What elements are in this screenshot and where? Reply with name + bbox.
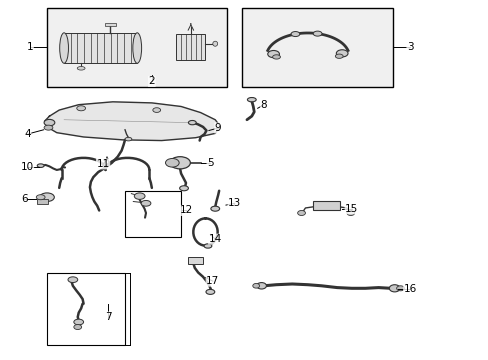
Ellipse shape (267, 50, 279, 58)
Ellipse shape (37, 164, 44, 167)
Bar (188, 257, 203, 264)
Ellipse shape (205, 289, 214, 294)
Ellipse shape (212, 41, 217, 46)
Bar (176, 35, 205, 60)
Text: 16: 16 (403, 284, 416, 294)
Text: 8: 8 (260, 100, 267, 110)
Text: 11: 11 (96, 159, 109, 169)
Ellipse shape (188, 121, 196, 125)
Polygon shape (44, 102, 220, 140)
Ellipse shape (125, 137, 132, 141)
Bar (37, 199, 48, 204)
Text: 5: 5 (206, 158, 213, 168)
Bar (47, 273, 125, 345)
Text: 17: 17 (206, 276, 219, 286)
Ellipse shape (141, 201, 151, 206)
Ellipse shape (153, 108, 160, 112)
Ellipse shape (252, 283, 259, 288)
Text: 15: 15 (345, 204, 358, 214)
Ellipse shape (169, 157, 190, 169)
Ellipse shape (74, 324, 81, 329)
Ellipse shape (336, 50, 347, 57)
Ellipse shape (290, 32, 299, 37)
Ellipse shape (346, 211, 354, 216)
Bar (47, 8, 227, 87)
Ellipse shape (335, 54, 343, 58)
Text: 2: 2 (148, 76, 155, 86)
Text: 6: 6 (21, 194, 27, 204)
Text: 10: 10 (20, 162, 34, 172)
Ellipse shape (388, 285, 399, 292)
Ellipse shape (68, 277, 78, 283)
Text: 9: 9 (214, 123, 221, 133)
Ellipse shape (74, 319, 83, 325)
Ellipse shape (77, 106, 85, 111)
Text: 14: 14 (208, 234, 222, 244)
Ellipse shape (247, 98, 256, 102)
Bar (125, 191, 181, 237)
Ellipse shape (165, 158, 179, 167)
Ellipse shape (313, 31, 321, 36)
Ellipse shape (297, 211, 305, 216)
Text: 1: 1 (26, 42, 33, 52)
Ellipse shape (44, 125, 53, 130)
Bar (64, 33, 137, 63)
Bar (104, 23, 116, 26)
Text: 12: 12 (179, 206, 192, 216)
Ellipse shape (60, 33, 68, 63)
Ellipse shape (272, 55, 280, 59)
Ellipse shape (133, 33, 142, 63)
Ellipse shape (134, 193, 145, 199)
Ellipse shape (77, 67, 85, 70)
Ellipse shape (256, 283, 266, 289)
Bar (242, 8, 392, 87)
Ellipse shape (40, 193, 54, 202)
Ellipse shape (210, 206, 219, 211)
Ellipse shape (44, 120, 55, 126)
Ellipse shape (36, 195, 45, 200)
Text: 3: 3 (406, 42, 413, 52)
Text: 4: 4 (24, 129, 31, 139)
Ellipse shape (203, 244, 211, 248)
Ellipse shape (179, 186, 188, 191)
Bar (312, 201, 339, 211)
Text: 7: 7 (104, 312, 111, 322)
Ellipse shape (396, 286, 404, 291)
Text: 13: 13 (228, 198, 241, 208)
